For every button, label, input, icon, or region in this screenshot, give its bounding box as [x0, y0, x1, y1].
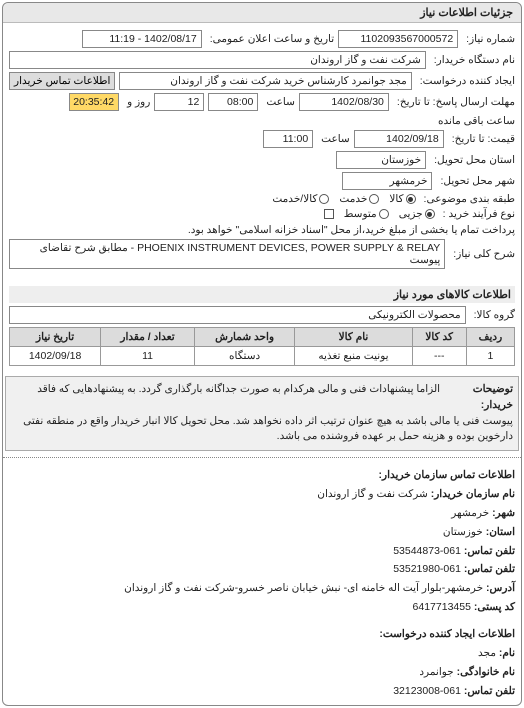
need-number-value: 1102093567000572 — [338, 30, 458, 48]
opt-jozei[interactable]: جزیی — [399, 208, 435, 220]
org-city-label: شهر: — [492, 507, 515, 519]
goods-title: اطلاعات کالاهای مورد نیاز — [9, 286, 515, 303]
creator-value: مجد جوانمرد کارشناس خرید شرکت نفت و گاز … — [119, 72, 411, 90]
goods-section: اطلاعات کالاهای مورد نیاز گروه کالا: محص… — [3, 276, 521, 370]
col-name: نام کالا — [295, 328, 412, 347]
city-label: شهر محل تحویل: — [440, 175, 515, 187]
divider — [3, 457, 521, 458]
cell-name: یونیت منبع تغذیه — [295, 347, 412, 366]
org-address: خرمشهر-بلوار آیت اله خامنه ای- نبش خیابا… — [124, 582, 483, 594]
cell-date: 1402/09/18 — [10, 347, 101, 366]
deadline-hour-label: ساعت — [266, 96, 295, 108]
need-desc-value: PHOENIX INSTRUMENT DEVICES, POWER SUPPLY… — [9, 239, 445, 269]
province-label: استان محل تحویل: — [434, 154, 515, 166]
creator-contact-title: اطلاعات ایجاد کننده درخواست: — [9, 625, 515, 644]
org-postal: 6417713455 — [413, 601, 471, 613]
deadline-hour: 08:00 — [208, 93, 258, 111]
org-name-label: نام سازمان خریدار: — [431, 488, 515, 500]
table-row: 1 --- یونیت منبع تغذیه دستگاه 11 1402/09… — [10, 347, 515, 366]
panel-title: جزئیات اطلاعات نیاز — [3, 3, 521, 23]
col-date: تاریخ نیاز — [10, 328, 101, 347]
creator-lastname: جوانمرد — [419, 666, 453, 678]
price-hour-label: ساعت — [321, 133, 350, 145]
col-unit: واحد شمارش — [194, 328, 294, 347]
goods-group-label: گروه کالا: — [474, 309, 515, 321]
creator-name: مجد — [478, 647, 496, 659]
creator-phone: 061-32123008 — [393, 685, 461, 697]
need-number-label: شماره نیاز: — [466, 33, 515, 45]
subject-class-label: طبقه بندی موضوعی: — [424, 193, 515, 205]
goods-group-value: محصولات الکترونیکی — [9, 306, 466, 324]
opt-motavaset-label: متوسط — [344, 208, 377, 220]
opt-motavaset[interactable]: متوسط — [344, 208, 389, 220]
org-phone1-label: تلفن تماس: — [464, 545, 515, 557]
opt-kala[interactable]: کالا — [389, 193, 415, 205]
price-date: 1402/09/18 — [354, 130, 444, 148]
opt-khedmat[interactable]: خدمت — [339, 193, 379, 205]
cell-row: 1 — [466, 347, 514, 366]
org-phone2-label: تلفن تماس: — [464, 563, 515, 575]
notes-label: توضیحات خریدار: — [443, 382, 513, 414]
org-province-label: استان: — [486, 526, 515, 538]
creator-lastname-label: نام خانوادگی: — [457, 666, 515, 678]
creator-label: ایجاد کننده درخواست: — [420, 75, 515, 87]
buyer-notes: توضیحات خریدار: الزاما پیشنهادات فنی و م… — [5, 376, 519, 451]
city-value: خرمشهر — [342, 172, 432, 190]
opt-kala-label: کالا — [389, 193, 403, 205]
price-hour: 11:00 — [263, 130, 313, 148]
need-desc-label: شرح کلی نیاز: — [453, 248, 515, 260]
org-postal-label: کد پستی: — [474, 601, 515, 613]
treasury-note: پرداخت تمام یا بخشی از مبلغ خرید،از محل … — [188, 224, 515, 236]
notes-text: الزاما پیشنهادات فنی و مالی هرکدام به صو… — [23, 383, 513, 442]
process-type-label: نوع فرآیند خرید : — [443, 208, 515, 220]
province-value: خوزستان — [336, 151, 426, 169]
opt-khedmat-label: خدمت — [339, 193, 367, 205]
creator-contact: اطلاعات ایجاد کننده درخواست: نام: مجد نا… — [3, 621, 521, 705]
radio-icon — [369, 194, 379, 204]
time-suffix: ساعت باقی مانده — [438, 115, 515, 127]
announce-datetime-value: 1402/08/17 - 11:19 — [82, 30, 202, 48]
col-code: کد کالا — [412, 328, 466, 347]
price-date-label: قیمت: تا تاریخ: — [452, 133, 515, 145]
creator-phone-label: تلفن تماس: — [464, 685, 515, 697]
cell-unit: دستگاه — [194, 347, 294, 366]
org-province: خوزستان — [443, 526, 483, 538]
main-panel: جزئیات اطلاعات نیاز شماره نیاز: 11020935… — [2, 2, 522, 706]
buyer-contact-button[interactable]: اطلاعات تماس خریدار — [9, 72, 115, 90]
radio-icon — [379, 209, 389, 219]
col-qty: تعداد / مقدار — [101, 328, 195, 347]
days-suffix: روز و — [127, 96, 150, 108]
deadline-date: 1402/08/30 — [299, 93, 389, 111]
radio-icon — [425, 209, 435, 219]
radio-icon — [319, 194, 329, 204]
org-city: خرمشهر — [451, 507, 489, 519]
org-contact-title: اطلاعات تماس سازمان خریدار: — [9, 466, 515, 485]
radio-icon — [406, 194, 416, 204]
cell-code: --- — [412, 347, 466, 366]
goods-table: ردیف کد کالا نام کالا واحد شمارش تعداد /… — [9, 327, 515, 366]
opt-kala-khedmat[interactable]: کالا/خدمت — [272, 193, 329, 205]
org-phone2: 061-53521980 — [393, 563, 461, 575]
opt-kala-khedmat-label: کالا/خدمت — [272, 193, 317, 205]
buyer-org-label: نام دستگاه خریدار: — [434, 54, 515, 66]
time-remaining: 20:35:42 — [69, 93, 119, 111]
col-row: ردیف — [466, 328, 514, 347]
announce-datetime-label: تاریخ و ساعت اعلان عمومی: — [210, 33, 334, 45]
need-details: شماره نیاز: 1102093567000572 تاریخ و ساع… — [3, 23, 521, 276]
org-phone1: 061-53544873 — [393, 545, 461, 557]
days-remaining: 12 — [154, 93, 204, 111]
org-name: شرکت نفت و گاز اروندان — [317, 488, 428, 500]
opt-jozei-label: جزیی — [399, 208, 423, 220]
treasury-checkbox[interactable] — [324, 209, 334, 219]
creator-name-label: نام: — [499, 647, 515, 659]
buyer-org-value: شرکت نفت و گاز اروندان — [9, 51, 426, 69]
org-address-label: آدرس: — [486, 582, 515, 594]
deadline-label: مهلت ارسال پاسخ: تا تاریخ: — [397, 96, 515, 108]
org-contact: اطلاعات تماس سازمان خریدار: نام سازمان خ… — [3, 462, 521, 621]
cell-qty: 11 — [101, 347, 195, 366]
